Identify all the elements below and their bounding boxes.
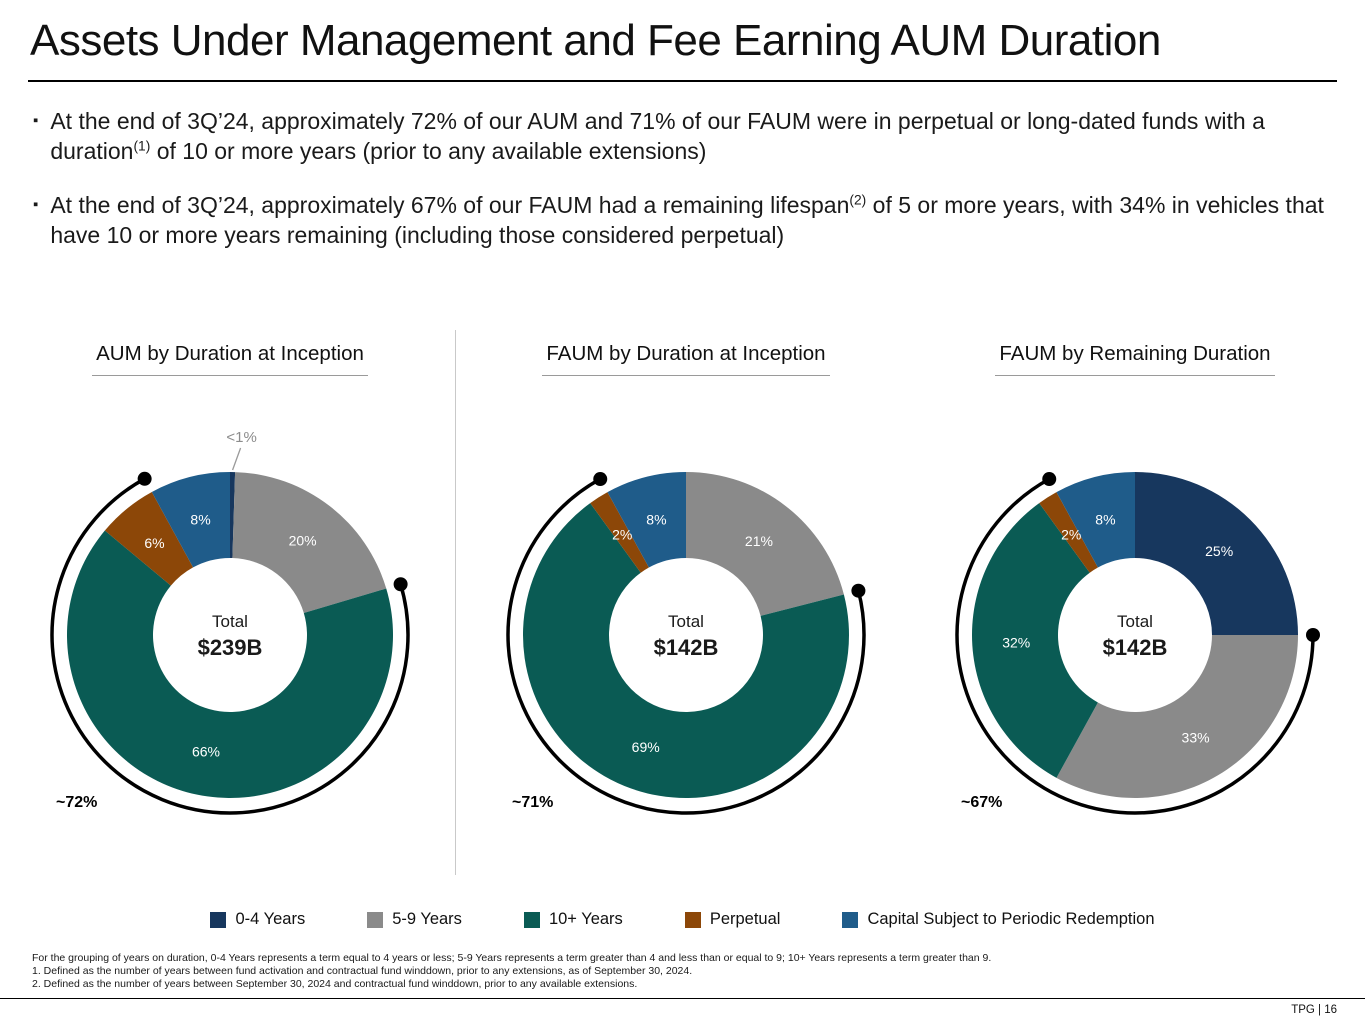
donut-segment-4 (151, 472, 230, 568)
segment-label: 69% (632, 739, 660, 755)
legend-item: 10+ Years (523, 910, 623, 929)
bullet-item: ▪ At the end of 3Q’24, approximately 72%… (33, 106, 1327, 166)
arc-endpoint-dot (1042, 472, 1057, 487)
donut-center-value: $239B (198, 635, 263, 660)
legend-swatch (842, 911, 859, 928)
arc-endpoint-dot (393, 577, 408, 592)
donut-segment-2 (972, 503, 1098, 778)
chart-title-wrap: FAUM by Remaining Duration (920, 342, 1350, 376)
donut-segment-0 (230, 472, 236, 559)
arc-endpoint-dot (593, 472, 608, 487)
legend-swatch (367, 911, 384, 928)
legend-label: Capital Subject to Periodic Redemption (867, 910, 1155, 928)
footnote-line: 2. Defined as the number of years betwee… (32, 978, 638, 990)
vertical-divider (455, 330, 456, 875)
legend-swatch (684, 911, 701, 928)
bullet-item: ▪ At the end of 3Q’24, approximately 67%… (33, 190, 1327, 250)
donut-segment-1 (1056, 635, 1298, 798)
chart-column-faum-by-duration: FAUM by Duration at Inception 21% 69% 2% 8%… (471, 330, 901, 875)
legend-label: 0-4 Years (235, 910, 306, 928)
footnote-ref-1: (1) (133, 138, 151, 154)
donut-segment-4 (1056, 472, 1135, 568)
bullet-text-before: At the end of 3Q’24, approximately 67% o… (50, 192, 850, 218)
footer-rule (0, 998, 1365, 999)
donut-center-value: $142B (1103, 635, 1168, 660)
donut-segment-3 (1039, 492, 1098, 573)
chart-title: AUM by Duration at Inception (92, 342, 368, 376)
bullet-text-after: of 5 or more years, with 34% in vehicles… (50, 192, 1324, 248)
bullet-list: ▪ At the end of 3Q’24, approximately 72%… (33, 106, 1327, 274)
segment-label: 8% (190, 512, 210, 528)
donut-chart-faum-remaining: 25% 33% 32% 2% 8% Total $142B ~67% (955, 472, 1320, 815)
donut-segment-1 (686, 472, 844, 616)
legend-item: 5-9 Years (367, 910, 462, 929)
segment-label: 8% (646, 512, 666, 528)
footnote-line: For the grouping of years on duration, 0… (32, 952, 992, 964)
chart-title: FAUM by Duration at Inception (542, 342, 830, 376)
segment-callout-label: <1% (226, 429, 256, 446)
legend-label: Perpetual (709, 910, 781, 928)
donut-center-label: Total (212, 612, 248, 631)
chart-column-faum-remaining: FAUM by Remaining Duration 25% 33% 32% 2% 8%… (920, 330, 1350, 875)
donut-segment-3 (590, 492, 649, 573)
legend-label: 10+ Years (548, 910, 623, 928)
footnote-ref-2: (2) (849, 192, 867, 208)
donut-segment-0 (1135, 472, 1298, 635)
donut-chart-aum-by-duration: <1% 20% 66% 6% 8% Total $239B ~72% (50, 429, 410, 815)
donut-center-value: $142B (654, 635, 719, 660)
page-number: TPG | 16 (1291, 1004, 1337, 1016)
legend-swatch (523, 911, 540, 928)
segment-label: 20% (289, 533, 317, 549)
donut-segment-4 (607, 472, 686, 568)
donut-segment-2 (67, 530, 393, 798)
donut-center-label: Total (668, 612, 704, 631)
legend-item: 0-4 Years (210, 910, 305, 929)
bullet-marker: ▪ (33, 196, 39, 213)
bullet-text: At the end of 3Q’24, approximately 67% o… (50, 190, 1327, 250)
footnote-line: 1. Defined as the number of years betwee… (32, 965, 693, 977)
legend-label: 5-9 Years (392, 910, 462, 928)
donut-chart-faum-by-duration: 21% 69% 2% 8% Total $142B ~71% (506, 472, 866, 815)
arc-percentage-label: ~72% (56, 794, 97, 811)
segment-label: 66% (192, 744, 220, 760)
charts-row: AUM by Duration at Inception <1% 20% 66% 6%… (0, 330, 1365, 875)
page-title: Assets Under Management and Fee Earning … (30, 16, 1161, 65)
segment-label: 2% (1061, 527, 1081, 543)
arc-endpoint-dot (851, 583, 866, 598)
arc-percentage-label: ~71% (512, 794, 553, 811)
duration-arc (50, 477, 410, 815)
segment-label: 21% (745, 533, 773, 549)
donut-segment-2 (523, 503, 849, 798)
duration-arc (955, 477, 1315, 815)
arc-endpoint-dot (1306, 628, 1320, 642)
chart-title: FAUM by Remaining Duration (995, 342, 1275, 376)
title-rule (28, 80, 1337, 82)
segment-label: 8% (1095, 512, 1115, 528)
legend-swatch (210, 911, 227, 928)
arc-endpoint-dot (137, 471, 152, 486)
bullet-text-before: At the end of 3Q’24, approximately 72% o… (50, 108, 1265, 164)
segment-label: 33% (1182, 729, 1210, 745)
bullet-text-after: of 10 or more years (prior to any availa… (150, 138, 707, 164)
footnotes: For the grouping of years on duration, 0… (32, 952, 1333, 991)
arc-percentage-label: ~67% (961, 794, 1002, 811)
bullet-marker: ▪ (33, 112, 39, 129)
donut-segment-3 (104, 491, 194, 586)
legend-item: Capital Subject to Periodic Redemption (842, 910, 1155, 929)
bullet-text: At the end of 3Q’24, approximately 72% o… (50, 106, 1327, 166)
chart-title-wrap: AUM by Duration at Inception (15, 342, 445, 376)
chart-column-aum-by-duration: AUM by Duration at Inception <1% 20% 66% 6%… (15, 330, 445, 875)
segment-label: 6% (144, 535, 164, 551)
segment-label: 32% (1002, 634, 1030, 650)
legend-item: Perpetual (684, 910, 781, 929)
segment-label: 2% (612, 527, 632, 543)
donut-segment-1 (232, 472, 387, 614)
segment-label: 25% (1205, 543, 1233, 559)
callout-line (231, 447, 242, 471)
donut-center-label: Total (1117, 612, 1153, 631)
chart-legend: 0-4 Years 5-9 Years 10+ Years Perpetual … (0, 910, 1365, 929)
duration-arc (506, 477, 866, 815)
chart-title-wrap: FAUM by Duration at Inception (471, 342, 901, 376)
